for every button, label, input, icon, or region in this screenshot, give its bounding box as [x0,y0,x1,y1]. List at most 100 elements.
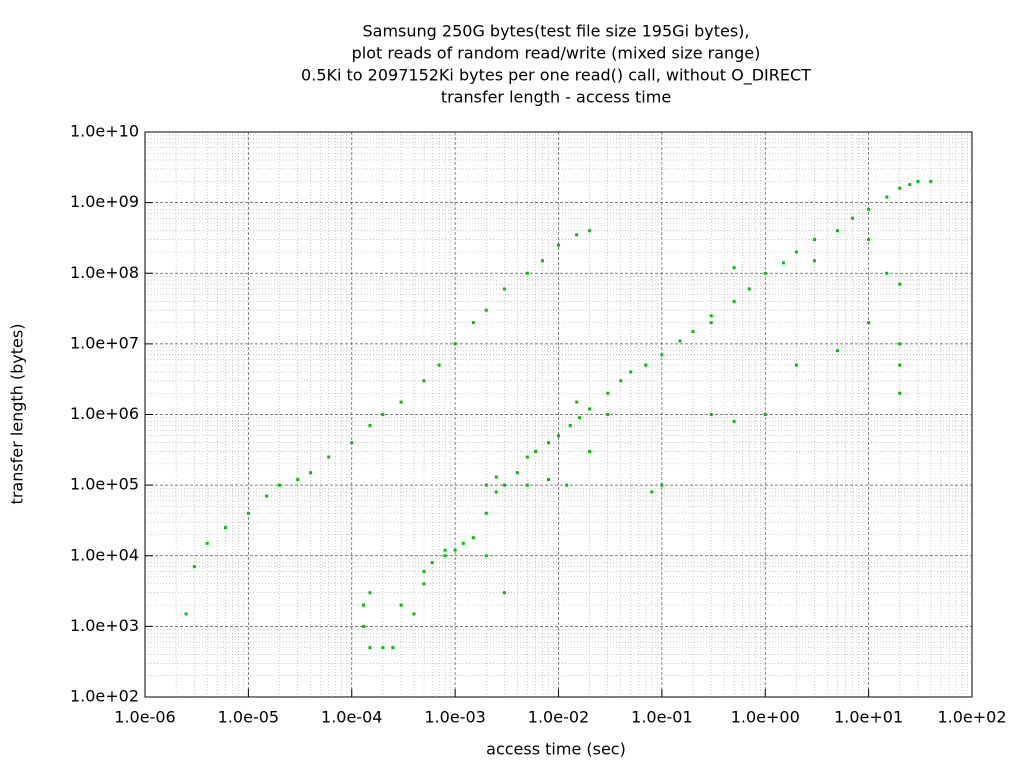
x-tick-label: 1.0e-01 [631,708,692,727]
point [484,308,488,312]
point [515,471,519,475]
y-tick-label: 1.0e+04 [70,545,139,564]
point [867,321,871,325]
y-tick-label: 1.0e+10 [70,122,139,141]
x-tick-label: 1.0e-05 [218,708,279,727]
point [644,363,648,367]
point [381,413,385,416]
point [650,490,654,494]
point [908,183,912,187]
point [368,423,372,427]
point [557,243,560,247]
point [929,179,933,183]
point [484,554,488,558]
point [660,353,664,357]
point [327,455,331,459]
point [747,287,751,291]
point [422,582,426,586]
point [898,342,902,346]
point [540,259,544,263]
point [763,271,767,275]
point [362,603,366,607]
point [368,591,372,595]
y-tick-label: 1.0e+02 [70,687,139,706]
point [588,229,592,233]
point [867,207,871,211]
point [851,216,855,220]
point [709,314,713,318]
point [781,261,785,265]
point [461,541,465,545]
point [265,494,269,498]
point [443,554,447,558]
point [223,526,227,530]
point [471,321,475,325]
x-tick-label: 1.0e-02 [528,708,589,727]
point [525,271,529,275]
point [502,483,506,487]
point [471,536,475,540]
point [709,413,713,416]
point [691,329,695,333]
point [443,548,447,552]
point [885,271,889,275]
y-tick-label: 1.0e+07 [70,333,139,352]
x-axis-label: access time (sec) [486,740,626,759]
point [578,416,582,420]
point [557,434,560,438]
point [794,363,798,367]
point [381,646,385,650]
point [184,612,188,616]
point [678,339,682,343]
point [794,250,798,254]
point [867,238,871,242]
point [399,603,403,607]
point [898,363,902,367]
point [350,441,354,445]
point [588,449,592,453]
x-tick-label: 1.0e+02 [937,708,1006,727]
point [534,449,538,453]
point [916,179,920,183]
point [502,591,506,595]
x-tick-label: 1.0e-03 [424,708,485,727]
point [836,349,840,353]
point [525,455,529,459]
y-tick-label: 1.0e+08 [70,263,139,282]
x-tick-label: 1.0e-06 [114,708,175,727]
point [453,342,457,346]
point [422,379,426,383]
point [246,511,250,515]
y-tick-label: 1.0e+09 [70,192,139,211]
point [391,646,395,650]
point [412,612,416,616]
point [484,483,488,487]
chart-title: 0.5Ki to 2097152Ki bytes per one read() … [301,66,811,86]
point [568,423,572,427]
point [898,391,902,395]
y-axis-label: transfer length (bytes) [8,324,27,505]
point [437,363,441,367]
point [606,413,610,416]
point [399,400,403,404]
chart-title: transfer length - access time [441,88,671,107]
point [813,238,817,242]
point [885,195,889,199]
point [502,287,506,291]
point [205,541,209,545]
point [763,413,767,416]
point [453,548,457,552]
y-tick-label: 1.0e+03 [70,616,139,635]
point [709,321,713,325]
point [606,391,610,395]
point [525,483,529,487]
point [732,419,736,423]
point [296,478,300,482]
point [546,478,550,482]
chart-title: Samsung 250G bytes(test file size 195Gi … [363,22,750,41]
point [277,483,281,487]
point [309,471,313,475]
point [575,233,579,237]
